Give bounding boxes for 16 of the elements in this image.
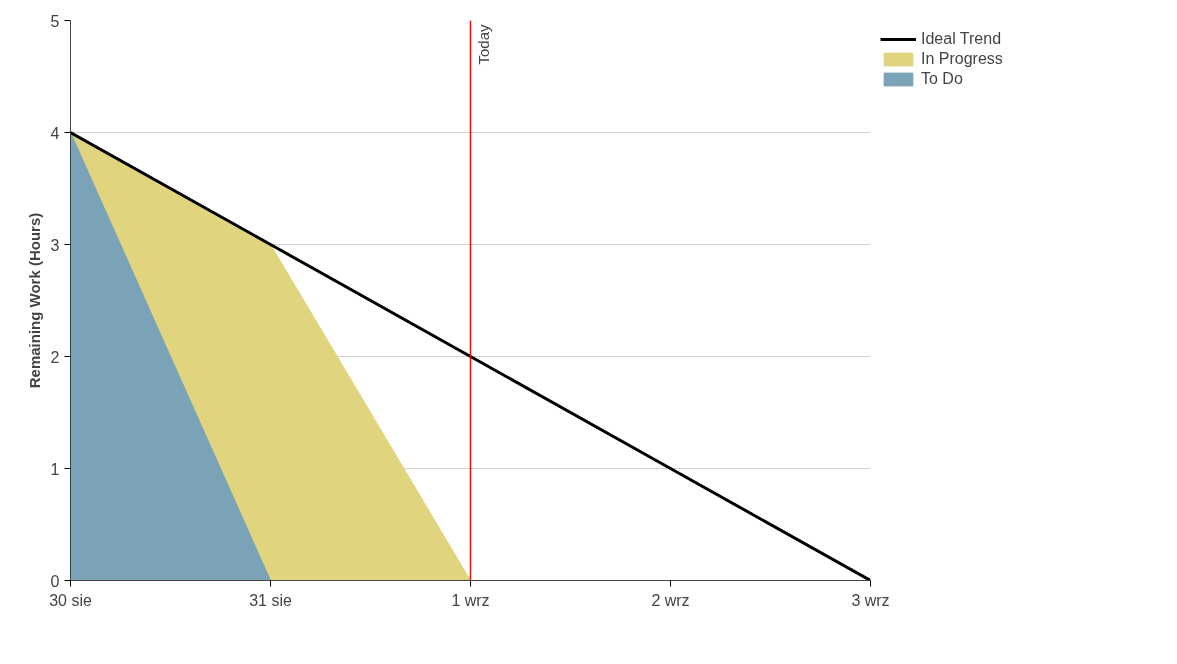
y-axis-title: Remaining Work (Hours) [25, 212, 43, 389]
legend-label: To Do [921, 70, 963, 88]
y-tick-label: 3 [50, 236, 60, 254]
x-tick-label: 30 sie [49, 591, 92, 609]
legend-label: In Progress [921, 50, 1003, 68]
legend-label: Ideal Trend [921, 30, 1002, 48]
ref-line-label: Today [474, 24, 492, 65]
y-tick-label: 5 [50, 12, 60, 30]
x-tick-label: 3 wrz [851, 591, 890, 609]
y-tick-label: 4 [50, 124, 60, 142]
y-tick-label: 1 [50, 460, 60, 478]
y-tick-label: 2 [50, 348, 60, 366]
x-tick-label: 2 wrz [651, 591, 690, 609]
x-tick-label: 1 wrz [451, 591, 490, 609]
x-tick-label: 31 sie [249, 591, 292, 609]
y-tick-label: 0 [50, 572, 60, 590]
